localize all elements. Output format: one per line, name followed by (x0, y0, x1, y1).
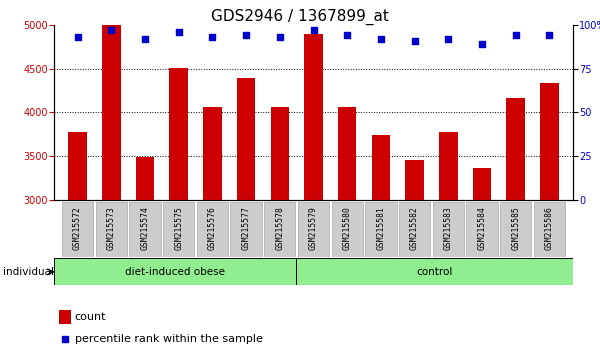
Bar (102, 25, 121, 200)
Bar (237, 78, 256, 200)
Text: GSM215581: GSM215581 (376, 206, 385, 250)
Bar (264, 202, 295, 257)
Bar (62, 202, 93, 257)
Text: GSM215573: GSM215573 (107, 206, 116, 250)
Bar (54, 258, 296, 285)
Text: GSM215578: GSM215578 (275, 206, 284, 250)
Bar (466, 202, 497, 257)
Text: control: control (416, 267, 453, 277)
Bar (365, 202, 397, 257)
Point (174, 29, 184, 35)
Point (443, 36, 453, 42)
Bar (68, 132, 87, 200)
Bar (332, 202, 363, 257)
Text: GSM215574: GSM215574 (140, 206, 149, 250)
Text: GDS2946 / 1367899_at: GDS2946 / 1367899_at (211, 9, 389, 25)
Bar (540, 84, 559, 200)
Bar (298, 202, 329, 257)
Text: GSM215583: GSM215583 (444, 206, 453, 250)
Bar (534, 202, 565, 257)
Text: GSM215572: GSM215572 (73, 206, 82, 250)
Point (410, 38, 419, 44)
Text: GSM215580: GSM215580 (343, 206, 352, 250)
Text: GSM215579: GSM215579 (309, 206, 318, 250)
Bar (473, 169, 491, 200)
Bar (296, 258, 573, 285)
Text: GSM215577: GSM215577 (242, 206, 251, 250)
Bar (271, 107, 289, 200)
Point (73, 34, 82, 40)
Bar (169, 68, 188, 200)
Bar (230, 202, 262, 257)
Point (106, 27, 116, 33)
Text: GSM215584: GSM215584 (478, 206, 487, 250)
Bar (433, 202, 464, 257)
Bar (399, 202, 430, 257)
Bar (338, 107, 356, 200)
Bar (163, 202, 194, 257)
Bar (304, 34, 323, 200)
Bar (203, 107, 221, 200)
Point (545, 33, 554, 38)
Point (511, 33, 521, 38)
Text: individual: individual (3, 267, 54, 277)
Text: GSM215586: GSM215586 (545, 206, 554, 250)
Bar (197, 202, 228, 257)
Point (140, 36, 150, 42)
Bar (439, 132, 458, 200)
Bar (136, 157, 154, 200)
Text: count: count (75, 312, 106, 322)
Bar (406, 160, 424, 200)
Text: GSM215576: GSM215576 (208, 206, 217, 250)
Bar (130, 202, 161, 257)
Bar (59, 310, 71, 324)
Bar (95, 202, 127, 257)
Bar (506, 98, 525, 200)
Text: diet-induced obese: diet-induced obese (125, 267, 225, 277)
Text: GSM215575: GSM215575 (174, 206, 183, 250)
Text: GSM215585: GSM215585 (511, 206, 520, 250)
Point (376, 36, 386, 42)
Bar (371, 135, 390, 200)
Bar (500, 202, 532, 257)
Point (208, 34, 217, 40)
Point (241, 33, 251, 38)
Point (309, 27, 319, 33)
Point (408, 220, 418, 226)
Point (275, 34, 284, 40)
Text: GSM215582: GSM215582 (410, 206, 419, 250)
Point (477, 41, 487, 47)
Text: percentile rank within the sample: percentile rank within the sample (75, 334, 263, 344)
Point (343, 33, 352, 38)
